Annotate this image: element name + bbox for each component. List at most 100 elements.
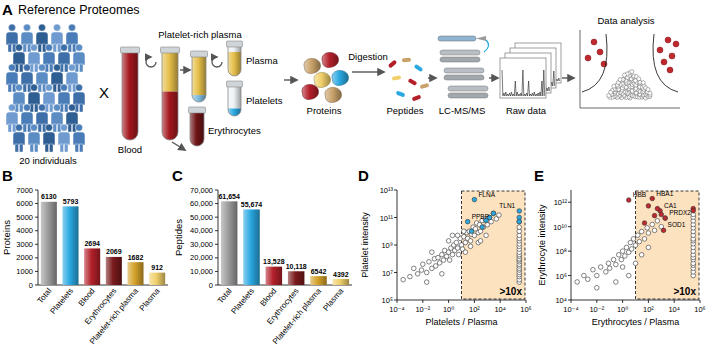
x-tick bbox=[422, 300, 423, 303]
y-tick bbox=[568, 202, 571, 203]
person-leg bbox=[23, 84, 27, 92]
tube-layer bbox=[190, 112, 204, 153]
point bbox=[614, 280, 619, 285]
point bbox=[595, 285, 600, 290]
y-axis-label: Proteins bbox=[1, 220, 12, 255]
person-head bbox=[75, 84, 82, 91]
person-body bbox=[13, 132, 25, 145]
data-label: 2069 bbox=[106, 248, 122, 255]
tube-outline bbox=[192, 56, 206, 102]
person-leg bbox=[23, 44, 27, 52]
x-tick-label: 10⁻² bbox=[415, 305, 430, 314]
point-label: CA1 bbox=[664, 202, 677, 209]
point bbox=[582, 273, 587, 278]
point bbox=[491, 211, 496, 216]
person-head bbox=[15, 44, 22, 51]
volcano-hit bbox=[597, 49, 603, 55]
person-leg bbox=[68, 44, 72, 52]
person-leg bbox=[38, 44, 42, 52]
person-head bbox=[68, 24, 75, 31]
point bbox=[419, 268, 424, 273]
point bbox=[440, 252, 445, 257]
point bbox=[620, 265, 625, 270]
point bbox=[624, 245, 629, 250]
point bbox=[424, 270, 429, 275]
bar bbox=[62, 206, 78, 285]
person-leg bbox=[60, 144, 64, 152]
bar bbox=[221, 201, 238, 285]
person-body bbox=[66, 32, 78, 45]
point-label: FLNA bbox=[478, 191, 495, 198]
x-tick bbox=[648, 300, 649, 303]
person-body bbox=[58, 132, 70, 145]
point-label: PRDX2 bbox=[669, 209, 691, 216]
y-axis bbox=[38, 190, 39, 285]
diagram-label: 20 individuals bbox=[19, 155, 77, 166]
person-icon bbox=[13, 124, 25, 152]
region-label: >10x bbox=[499, 286, 522, 297]
y-axis-label: Erythrocyte intensity bbox=[537, 204, 547, 286]
y-axis bbox=[218, 190, 219, 285]
series-points bbox=[401, 211, 522, 284]
person-head bbox=[60, 84, 67, 91]
data-label: 55,674 bbox=[241, 201, 263, 209]
person-head bbox=[15, 124, 22, 131]
person-leg bbox=[38, 124, 42, 132]
person-icon bbox=[28, 124, 40, 152]
volcano-dot bbox=[612, 84, 616, 88]
point bbox=[691, 208, 696, 213]
person-leg bbox=[53, 124, 57, 132]
data-label: 912 bbox=[151, 264, 163, 271]
point bbox=[633, 243, 638, 248]
y-tick bbox=[35, 244, 38, 245]
quadrupole-rod bbox=[440, 50, 480, 55]
person-body bbox=[58, 52, 70, 65]
y-tick-label: 0 bbox=[209, 281, 213, 290]
y-tick-label: 10¹³ bbox=[380, 186, 394, 195]
y-axis bbox=[571, 190, 572, 300]
tube-cap bbox=[227, 81, 243, 87]
x-tick-label: 10⁰ bbox=[617, 305, 628, 314]
person-body bbox=[66, 72, 78, 85]
point bbox=[650, 222, 655, 227]
quadrupole-rod bbox=[440, 57, 480, 62]
person-head bbox=[23, 104, 30, 111]
y-tick bbox=[35, 230, 38, 231]
x-tick bbox=[622, 300, 623, 303]
point bbox=[623, 254, 628, 259]
point bbox=[463, 250, 468, 255]
person-body bbox=[73, 92, 85, 105]
tube-outline bbox=[228, 86, 241, 116]
protein-blob bbox=[302, 84, 319, 99]
y-tick-label: 10⁵ bbox=[382, 296, 393, 305]
x-tick-label: 10² bbox=[469, 305, 480, 314]
y-tick-label: 6000 bbox=[16, 199, 33, 208]
x-tick-label: 10⁴ bbox=[494, 305, 506, 314]
volcano-curve bbox=[582, 34, 607, 92]
person-leg bbox=[64, 104, 68, 112]
tube-contents bbox=[228, 46, 241, 83]
volcano-hit bbox=[661, 59, 667, 65]
point bbox=[661, 228, 666, 233]
arrow bbox=[284, 79, 297, 80]
point bbox=[450, 233, 455, 238]
x-tick bbox=[596, 300, 597, 303]
person-leg bbox=[49, 64, 53, 72]
x-tick-label: 10⁻⁴ bbox=[563, 305, 579, 314]
person-leg bbox=[19, 144, 23, 152]
point bbox=[517, 225, 522, 230]
person-leg bbox=[79, 64, 83, 72]
point bbox=[411, 266, 416, 271]
person-leg bbox=[34, 104, 38, 112]
person-leg bbox=[19, 104, 23, 112]
person-icon bbox=[43, 124, 55, 152]
y-tick bbox=[215, 285, 218, 286]
person-head bbox=[53, 24, 60, 31]
arrow bbox=[428, 77, 436, 78]
tube-cap bbox=[161, 47, 180, 53]
person-leg bbox=[30, 144, 34, 152]
tube-outline bbox=[122, 52, 138, 140]
point bbox=[472, 197, 477, 202]
person-head bbox=[68, 104, 75, 111]
tube-cap bbox=[227, 41, 243, 47]
